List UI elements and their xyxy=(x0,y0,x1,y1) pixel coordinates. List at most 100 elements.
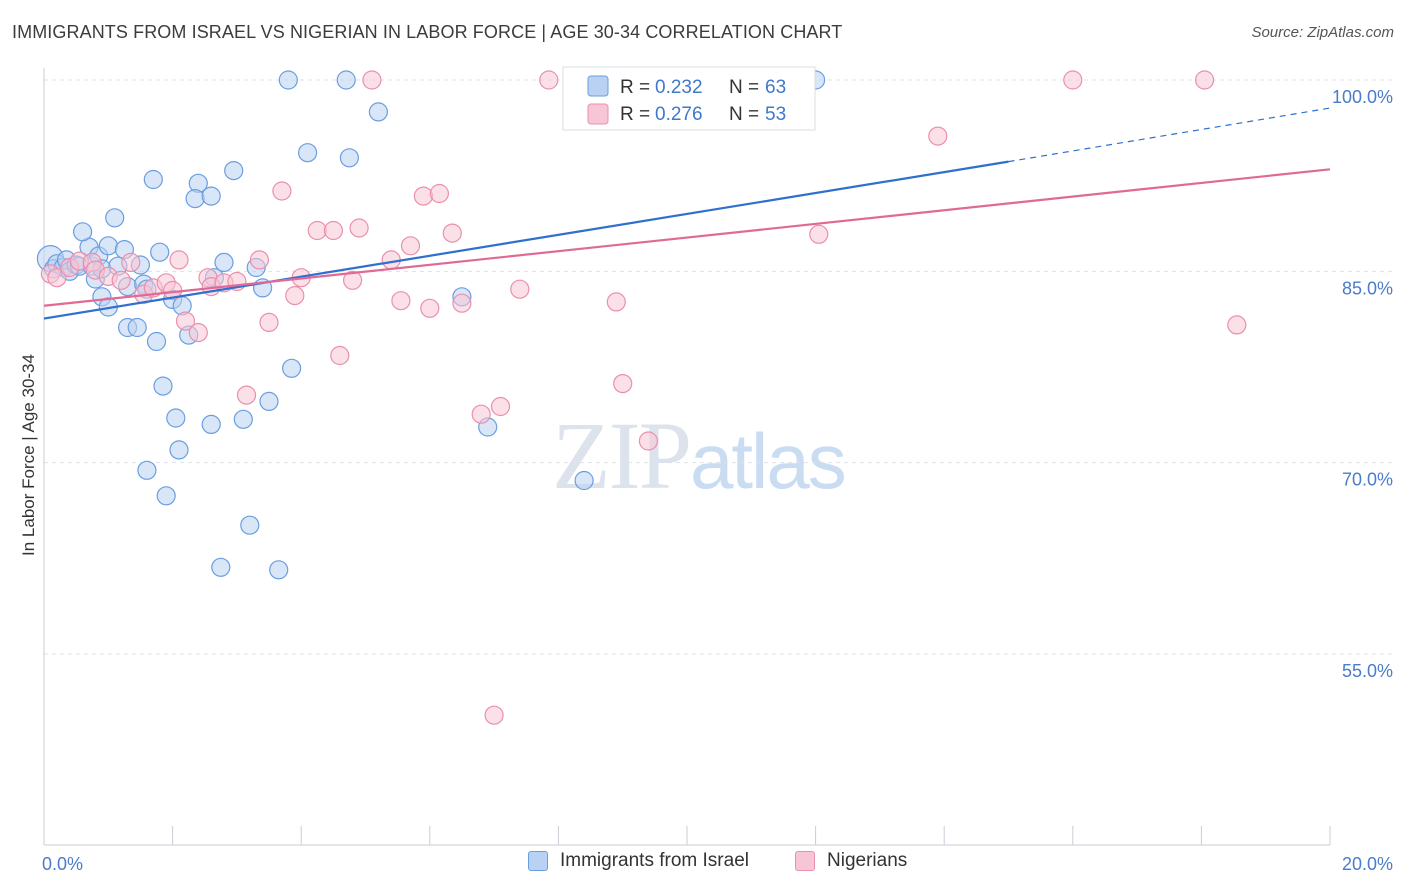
israel-point-42 xyxy=(240,515,260,535)
x-tick-label-min: 0.0% xyxy=(42,854,83,874)
israel-point-50 xyxy=(339,148,359,168)
nigerians-point-20 xyxy=(236,385,257,405)
israel-point-40 xyxy=(224,161,244,181)
nigerians-point-15 xyxy=(188,323,208,343)
series-israel-points xyxy=(36,70,826,580)
y-tick-label-2: 70.0% xyxy=(1342,470,1393,490)
nigerians-point-38 xyxy=(442,223,462,243)
y-tick-label-3: 55.0% xyxy=(1342,661,1393,681)
grid-lines xyxy=(44,79,1392,655)
nigerians-point-36 xyxy=(420,298,440,318)
nigerians-point-22 xyxy=(259,312,279,332)
legend-r-label-israel: R = xyxy=(620,77,650,98)
israel-point-59 xyxy=(574,470,594,491)
israel-point-17 xyxy=(72,222,93,242)
watermark: ZIPatlas xyxy=(552,400,847,511)
nigerians-point-46 xyxy=(638,431,659,451)
israel-point-45 xyxy=(259,391,279,411)
nigerians-point-1 xyxy=(47,268,67,288)
nigerians-point-42 xyxy=(510,279,530,299)
y-axis-label: In Labor Force | Age 30-34 xyxy=(19,354,38,556)
nigerians-point-13 xyxy=(169,250,189,270)
israel-point-31 xyxy=(166,408,186,428)
nigerians-point-30 xyxy=(349,218,369,238)
israel-point-22 xyxy=(127,317,147,338)
nigerians-point-32 xyxy=(381,250,401,270)
nigerians-point-8 xyxy=(121,252,141,272)
israel-point-28 xyxy=(150,242,170,262)
stats-legend: R = 0.232 N = 63 R = 0.276 N = 53 xyxy=(562,66,816,131)
israel-point-27 xyxy=(146,331,167,352)
x-tick-label-max: 20.0% xyxy=(1342,854,1393,874)
israel-point-13 xyxy=(98,236,118,256)
nigerians-point-48 xyxy=(928,126,948,146)
legend-item-israel[interactable]: Immigrants from Israel xyxy=(528,850,749,872)
legend-swatch-israel-bottom xyxy=(528,851,548,871)
y-tick-labels: 100.0% 85.0% 70.0% 55.0% xyxy=(1332,87,1393,681)
nigerians-point-33 xyxy=(391,291,411,311)
nigerians-point-39 xyxy=(452,293,472,313)
series-nigerians-points xyxy=(40,70,1247,725)
nigerians-point-28 xyxy=(330,345,350,366)
nigerians-point-34 xyxy=(400,236,421,256)
trend-lines xyxy=(43,107,1331,320)
israel-point-46 xyxy=(278,70,298,90)
legend-r-label-nigerians: R = xyxy=(620,104,650,125)
trend-line-nigerians xyxy=(43,168,1331,307)
israel-point-49 xyxy=(336,70,356,90)
legend-n-label-israel: N = xyxy=(729,77,759,98)
legend-n-value-nigerians: 53 xyxy=(765,104,786,125)
y-tick-label-0: 100.0% xyxy=(1332,87,1393,107)
legend-label-nigerians: Nigerians xyxy=(827,850,908,871)
nigerians-point-43 xyxy=(539,70,559,90)
legend-swatch-nigerians-bottom xyxy=(795,851,815,871)
nigerians-point-44 xyxy=(606,292,626,312)
legend-n-value-israel: 63 xyxy=(765,77,786,98)
legend-swatch-nigerians xyxy=(587,103,609,125)
legend-swatch-israel xyxy=(587,75,609,97)
series-legend: Immigrants from Israel Nigerians xyxy=(0,850,1406,880)
israel-point-55 xyxy=(211,557,231,577)
nigerians-point-7 xyxy=(111,270,131,290)
nigerians-point-21 xyxy=(249,250,269,270)
israel-point-53 xyxy=(156,486,176,506)
israel-point-51 xyxy=(368,102,388,122)
axes xyxy=(43,68,1330,846)
nigerians-point-47 xyxy=(809,224,829,244)
nigerians-point-50 xyxy=(1194,70,1215,90)
israel-point-41 xyxy=(233,409,253,429)
trend-line-israel-extension xyxy=(1008,107,1331,163)
legend-r-value-israel: 0.232 xyxy=(655,77,703,98)
nigerians-point-41 xyxy=(490,396,511,417)
x-ticks xyxy=(172,826,1331,845)
nigerians-point-37 xyxy=(429,183,449,204)
legend-label-israel: Immigrants from Israel xyxy=(560,850,749,871)
nigerians-point-27 xyxy=(323,220,343,241)
nigerians-point-24 xyxy=(285,286,305,306)
nigerians-point-51 xyxy=(1227,315,1247,335)
nigerians-point-49 xyxy=(1063,70,1083,90)
nigerians-point-23 xyxy=(272,181,292,201)
y-tick-label-1: 85.0% xyxy=(1342,278,1393,298)
nigerians-point-45 xyxy=(613,374,633,394)
israel-point-54 xyxy=(201,414,221,434)
israel-point-56 xyxy=(269,560,289,580)
israel-point-29 xyxy=(153,376,173,396)
nigerians-point-35 xyxy=(413,186,433,206)
legend-r-value-nigerians: 0.276 xyxy=(655,104,703,125)
nigerians-point-14 xyxy=(175,311,196,331)
nigerians-point-52 xyxy=(484,705,504,725)
nigerians-point-26 xyxy=(307,220,327,241)
watermark-zip: ZIP xyxy=(552,402,692,509)
legend-n-label-nigerians: N = xyxy=(729,104,759,125)
legend-item-nigerians[interactable]: Nigerians xyxy=(795,850,907,872)
trend-line-israel xyxy=(43,160,1009,320)
nigerians-point-40 xyxy=(471,404,491,424)
israel-point-26 xyxy=(143,169,163,190)
chart-source: Source: ZipAtlas.com xyxy=(1251,24,1394,41)
israel-point-32 xyxy=(169,440,189,460)
israel-point-47 xyxy=(282,358,302,378)
israel-point-14 xyxy=(105,208,125,228)
israel-point-36 xyxy=(185,189,205,209)
watermark-atlas: atlas xyxy=(690,417,847,505)
